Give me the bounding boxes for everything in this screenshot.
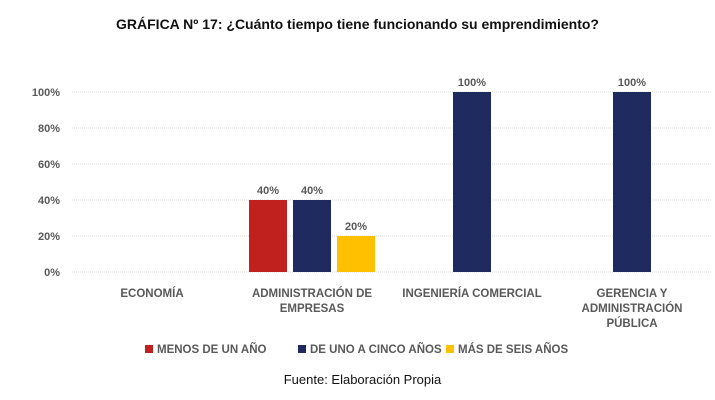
data-label: 40% — [301, 185, 323, 197]
chart-title: GRÁFICA Nº 17: ¿Cuánto tiempo tiene func… — [116, 16, 599, 32]
data-label: 100% — [618, 77, 646, 89]
source-note: Fuente: Elaboración Propia — [283, 372, 442, 387]
bar-chart: 0% 20% 40% 60% 80% 100% ECONOMÍA 40% 40% 20% ADMIN… — [32, 77, 712, 356]
legend-label: MENOS DE UN AÑO — [157, 343, 267, 356]
legend-label: MÁS DE SEIS AÑOS — [458, 343, 568, 356]
x-tick-label: PÚBLICA — [606, 317, 657, 330]
x-tick-label: ADMINISTRACIÓN DE — [252, 287, 372, 300]
data-label: 20% — [345, 221, 367, 233]
y-tick-label: 80% — [38, 123, 60, 135]
bar — [249, 200, 287, 272]
data-label: 100% — [458, 77, 486, 89]
y-tick-label: 60% — [38, 159, 60, 171]
legend-swatch — [298, 345, 306, 353]
legend-label: DE UNO A CINCO AÑOS — [310, 343, 442, 356]
x-tick-label: ECONOMÍA — [120, 287, 183, 300]
x-tick-label: ADMINISTRACIÓN — [582, 302, 683, 315]
bar — [293, 200, 331, 272]
y-tick-label: 0% — [44, 267, 60, 279]
legend-swatch — [145, 345, 153, 353]
y-tick-label: 20% — [38, 231, 60, 243]
bar — [453, 92, 491, 272]
y-tick-label: 100% — [32, 87, 60, 99]
bar — [613, 92, 651, 272]
legend-swatch — [446, 345, 454, 353]
y-tick-label: 40% — [38, 195, 60, 207]
x-tick-label: EMPRESAS — [280, 303, 345, 315]
x-tick-label: GERENCIA Y — [597, 288, 668, 300]
bar — [337, 236, 375, 272]
data-label: 40% — [257, 185, 279, 197]
x-tick-label: INGENIERÍA COMERCIAL — [402, 287, 542, 300]
